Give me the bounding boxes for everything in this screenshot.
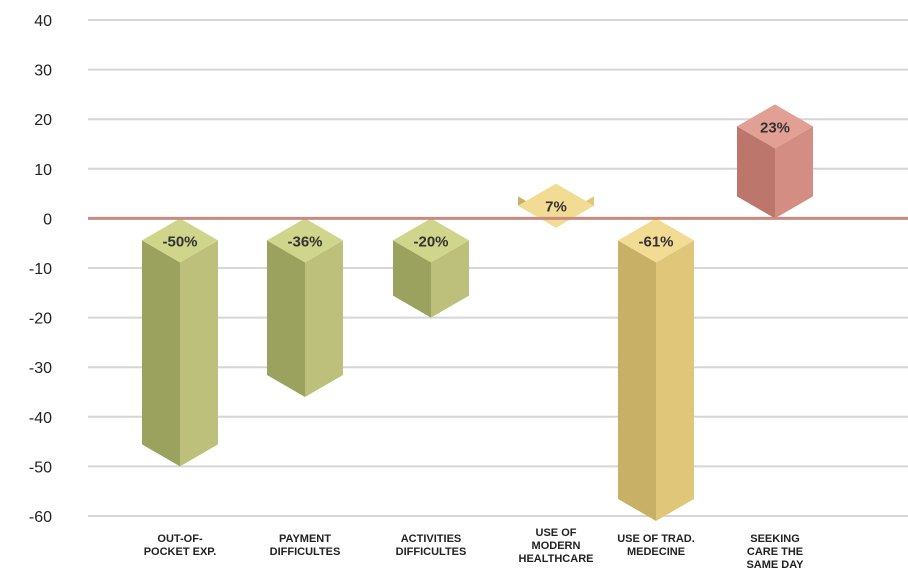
bar-face-right	[775, 126, 813, 219]
category-label-line: DIFFICULTES	[396, 546, 467, 558]
data-label: -61%	[638, 233, 673, 250]
bar-cap	[142, 218, 218, 263]
category-label-line: DIFFICULTES	[270, 546, 341, 558]
bar-face-right	[305, 240, 343, 397]
y-tick-label: 40	[34, 13, 52, 30]
bar-face-left	[267, 240, 305, 397]
bar-face-left	[142, 240, 180, 467]
y-tick-label: -50	[29, 459, 52, 476]
bar-cap	[737, 104, 813, 149]
category-label-line: MODERN	[532, 540, 581, 552]
y-tick-label: 10	[34, 162, 52, 179]
bar-cap	[518, 183, 594, 228]
category-label-line: USE OF TRAD.	[617, 533, 695, 545]
data-label: 7%	[545, 199, 567, 216]
bar-1	[267, 218, 343, 397]
y-tick-label: -30	[29, 360, 52, 377]
category-label-line: MEDECINE	[627, 546, 685, 558]
data-label: -50%	[162, 233, 197, 250]
bar-5	[737, 104, 813, 219]
category-label: USE OF MODERN HEALTHCARE	[519, 527, 594, 565]
category-label-line: POCKET EXP.	[144, 546, 217, 558]
data-label: -36%	[287, 233, 322, 250]
bar-0	[142, 218, 218, 467]
category-label-line: USE OF	[536, 527, 577, 539]
data-label: 23%	[760, 119, 790, 136]
category-label: ACTIVITIES DIFFICULTES	[396, 533, 467, 558]
bar-cap	[267, 218, 343, 263]
bar-cap	[618, 218, 694, 263]
y-tick-label: -40	[29, 410, 52, 427]
data-labels: -50% -36% -20% 7% -61% 23%	[162, 119, 790, 250]
y-tick-label: 30	[34, 63, 52, 80]
category-label-line: ACTIVITIES	[401, 533, 462, 545]
bar-face-left	[393, 240, 431, 318]
y-tick-label: 0	[43, 211, 52, 228]
data-label: -20%	[413, 233, 448, 250]
bar-face-right	[180, 240, 218, 467]
bars	[142, 104, 813, 521]
category-label: USE OF TRAD. MEDECINE	[617, 533, 695, 558]
y-tick-label: -10	[29, 261, 52, 278]
category-label-line: SEEKING	[750, 533, 800, 545]
category-label: SEEKING CARE THE SAME DAY	[746, 533, 804, 571]
gridlines	[88, 19, 908, 517]
y-tick-label: 20	[34, 112, 52, 129]
y-axis-ticks: 40 30 20 10 0 -10 -20 -30 -40 -50 -60	[29, 13, 52, 526]
category-label-line: CARE THE	[747, 546, 803, 558]
bar-face-right	[656, 240, 694, 521]
bar-face-right	[431, 240, 469, 318]
bar-face-left	[618, 240, 656, 521]
y-tick-label: -60	[29, 509, 52, 526]
bar-4	[618, 218, 694, 521]
category-label: OUT-OF-POCKET EXP.	[144, 533, 217, 558]
category-label-line: OUT-OF-	[157, 533, 203, 545]
category-label-line: PAYMENT	[279, 533, 331, 545]
category-label-line: HEALTHCARE	[519, 553, 594, 565]
y-tick-label: -20	[29, 311, 52, 328]
x-axis-categories: OUT-OF-POCKET EXP.PAYMENT DIFFICULTESACTI…	[144, 527, 804, 571]
category-label-line: SAME DAY	[746, 559, 804, 571]
category-label: PAYMENT DIFFICULTES	[270, 533, 341, 558]
bar-2	[393, 218, 469, 318]
bar-cap	[393, 218, 469, 263]
bar-face-left	[737, 126, 775, 219]
